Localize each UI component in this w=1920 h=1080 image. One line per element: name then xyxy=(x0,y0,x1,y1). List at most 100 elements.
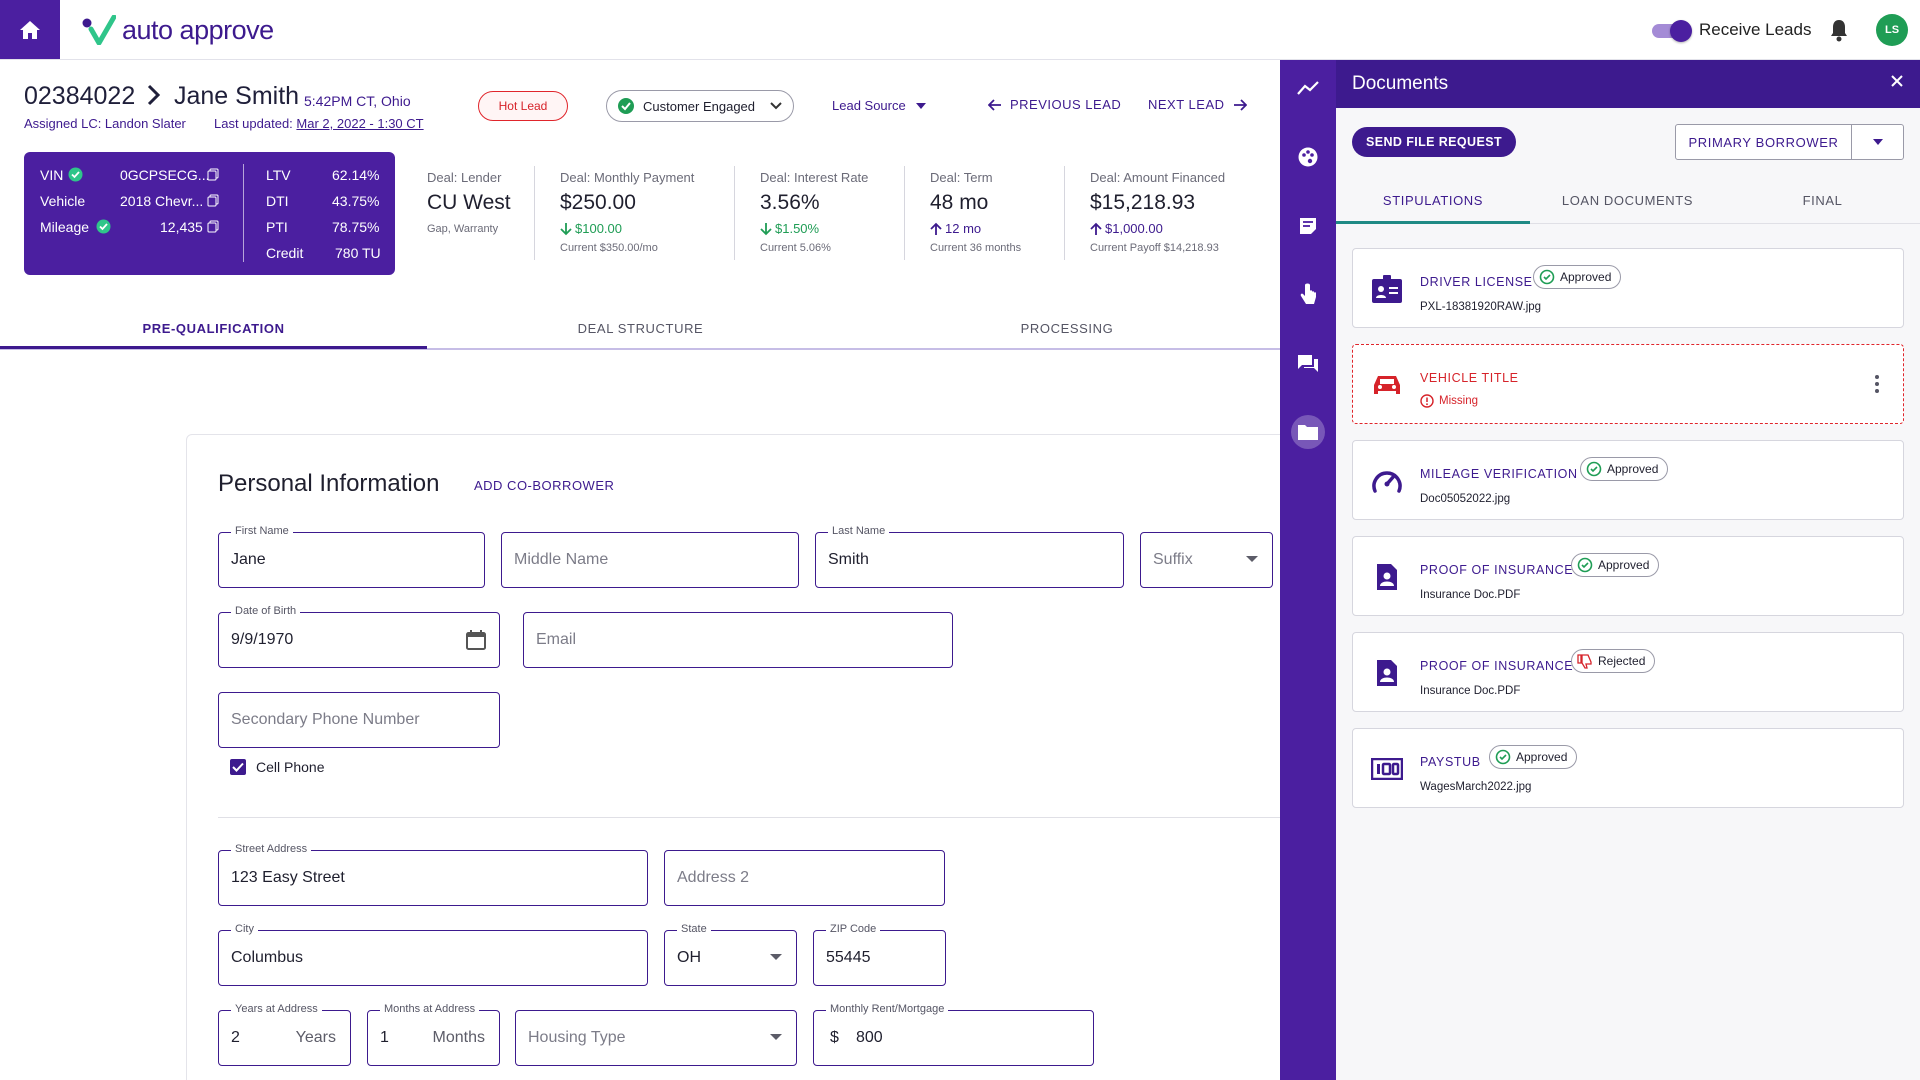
metric-sub: Gap, Warranty xyxy=(427,223,499,235)
touch-icon[interactable] xyxy=(1294,281,1322,309)
street-address-field[interactable]: Street Address 123 Easy Street xyxy=(218,843,648,906)
document-title: PROOF OF INSURANCE xyxy=(1420,563,1574,577)
active-tab-indicator xyxy=(0,346,427,349)
trend-icon[interactable] xyxy=(1294,74,1322,102)
document-filename[interactable]: Insurance Doc.PDF xyxy=(1420,589,1521,601)
metric-change-value: $100.00 xyxy=(575,221,622,236)
document-item[interactable]: PROOF OF INSURANCE Approved Insurance Do… xyxy=(1352,536,1904,616)
city-field[interactable]: City Columbus xyxy=(218,923,648,986)
check-circle-outline-icon xyxy=(1586,461,1602,477)
folder-icon[interactable] xyxy=(1294,418,1322,446)
metric-divider xyxy=(904,166,905,260)
tab-pre-qualification[interactable]: PRE-QUALIFICATION xyxy=(142,320,285,336)
secondary-phone-field[interactable]: Secondary Phone Number xyxy=(218,692,500,748)
field-suffix: Years xyxy=(295,1029,336,1046)
zip-code-field[interactable]: ZIP Code 55445 xyxy=(813,923,946,986)
caret-down-icon xyxy=(1246,556,1258,562)
field-value: 800 xyxy=(856,1029,883,1046)
last-name-field[interactable]: Last Name Smith xyxy=(815,525,1124,588)
avatar[interactable]: LS xyxy=(1876,14,1908,46)
send-file-request-button[interactable]: SEND FILE REQUEST xyxy=(1352,127,1516,157)
previous-lead-button[interactable]: PREVIOUS LEAD xyxy=(988,97,1121,112)
document-title: PROOF OF INSURANCE xyxy=(1420,659,1574,673)
copy-icon[interactable] xyxy=(207,168,219,181)
lead-source-dropdown[interactable]: Lead Source xyxy=(832,98,926,113)
months-at-address-field[interactable]: Months at Address 1 Months xyxy=(367,1003,500,1066)
next-lead-button[interactable]: NEXT LEAD xyxy=(1148,97,1247,112)
logo-text: auto approve xyxy=(122,14,274,45)
document-item[interactable]: DRIVER LICENSE Approved PXL-18381920RAW.… xyxy=(1352,248,1904,328)
cell-phone-label: Cell Phone xyxy=(256,759,325,775)
close-icon[interactable] xyxy=(1890,74,1904,93)
cell-phone-checkbox[interactable]: Cell Phone xyxy=(230,759,325,775)
last-updated-value[interactable]: Mar 2, 2022 - 1:30 CT xyxy=(296,116,424,131)
metric-change-value: $1,000.00 xyxy=(1105,221,1163,236)
middle-name-field[interactable]: Middle Name xyxy=(501,532,799,588)
arrow-down-icon xyxy=(560,222,572,235)
monthly-rent-field[interactable]: Monthly Rent/Mortgage $ 800 xyxy=(813,1003,1094,1066)
main-tabs: PRE-QUALIFICATION DEAL STRUCTURE PROCESS… xyxy=(0,306,1280,350)
last-updated-label: Last updated: xyxy=(214,116,293,131)
documents-title: Documents xyxy=(1352,73,1449,94)
document-filename[interactable]: Insurance Doc.PDF xyxy=(1420,685,1521,697)
arrow-left-icon xyxy=(988,98,1001,111)
status-badge-label: Approved xyxy=(1607,462,1659,476)
person-document-icon xyxy=(1369,559,1405,595)
receive-leads-label: Receive Leads xyxy=(1699,20,1812,39)
calendar-icon[interactable] xyxy=(465,629,487,651)
field-value: 9/9/1970 xyxy=(231,631,294,648)
document-filename[interactable]: WagesMarch2022.jpg xyxy=(1420,781,1532,793)
suffix-select[interactable]: Suffix xyxy=(1140,532,1273,588)
metric-value: 48 mo xyxy=(930,191,989,214)
tab-final[interactable]: FINAL xyxy=(1802,192,1843,208)
home-button[interactable] xyxy=(0,0,60,59)
vin-label: VIN xyxy=(40,167,64,183)
lead-name: Jane Smith xyxy=(174,82,300,110)
document-filename[interactable]: PXL-18381920RAW.jpg xyxy=(1420,301,1542,313)
document-item-missing[interactable]: VEHICLE TITLE Missing xyxy=(1352,344,1904,424)
copy-icon[interactable] xyxy=(207,220,219,233)
bell-icon[interactable] xyxy=(1829,18,1849,47)
lead-status-dropdown[interactable]: Customer Engaged xyxy=(606,90,794,122)
document-item[interactable]: MILEAGE VERIFICATION Approved Doc0505202… xyxy=(1352,440,1904,520)
document-filename[interactable]: Doc05052022.jpg xyxy=(1420,493,1511,505)
field-placeholder: Address 2 xyxy=(677,869,750,886)
state-select[interactable]: State OH xyxy=(664,923,797,986)
metric-divider xyxy=(1064,166,1065,260)
lead-status-label: Customer Engaged xyxy=(643,98,756,114)
date-of-birth-field[interactable]: Date of Birth 9/9/1970 xyxy=(218,605,500,668)
field-placeholder: Suffix xyxy=(1153,551,1193,568)
email-field[interactable]: Email xyxy=(523,612,953,668)
status-badge-label: Approved xyxy=(1598,558,1650,572)
add-co-borrower-button[interactable]: ADD CO-BORROWER xyxy=(474,478,615,493)
metric-value: $15,218.93 xyxy=(1090,191,1196,214)
metric-change: 12 mo xyxy=(930,221,1021,236)
housing-type-select[interactable]: Housing Type xyxy=(515,1010,797,1066)
document-item[interactable]: PAYSTUB Approved WagesMarch2022.jpg xyxy=(1352,728,1904,808)
card-divider xyxy=(243,164,244,262)
address2-field[interactable]: Address 2 xyxy=(664,850,945,906)
status-badge-label: Approved xyxy=(1560,270,1612,284)
palette-icon[interactable] xyxy=(1294,143,1322,171)
arrow-up-icon xyxy=(1090,222,1102,235)
chat-icon[interactable] xyxy=(1294,350,1322,378)
document-item[interactable]: PROOF OF INSURANCE Rejected Insurance Do… xyxy=(1352,632,1904,712)
metric-label: Deal: Lender xyxy=(427,170,502,185)
borrower-select[interactable]: PRIMARY BORROWER xyxy=(1675,124,1904,160)
tab-deal-structure[interactable]: DEAL STRUCTURE xyxy=(577,320,704,336)
more-options-icon[interactable] xyxy=(1875,375,1879,393)
tab-stipulations[interactable]: STIPULATIONS xyxy=(1382,192,1484,208)
years-at-address-field[interactable]: Years at Address 2 Years xyxy=(218,1003,351,1066)
caret-down-icon xyxy=(915,102,926,109)
caret-down-icon[interactable] xyxy=(1852,125,1903,159)
tab-loan-documents[interactable]: LOAN DOCUMENTS xyxy=(1561,192,1694,208)
copy-icon[interactable] xyxy=(207,194,219,207)
check-circle-outline-icon xyxy=(1577,557,1593,573)
receive-leads-toggle[interactable] xyxy=(1652,19,1692,42)
tab-processing[interactable]: PROCESSING xyxy=(1020,320,1114,336)
hot-lead-badge[interactable]: Hot Lead xyxy=(478,91,568,121)
verified-icon xyxy=(68,167,83,182)
notes-icon[interactable] xyxy=(1294,212,1322,240)
document-tabs: STIPULATIONS LOAN DOCUMENTS FINAL xyxy=(1336,176,1920,224)
first-name-field[interactable]: First Name Jane xyxy=(218,525,485,588)
